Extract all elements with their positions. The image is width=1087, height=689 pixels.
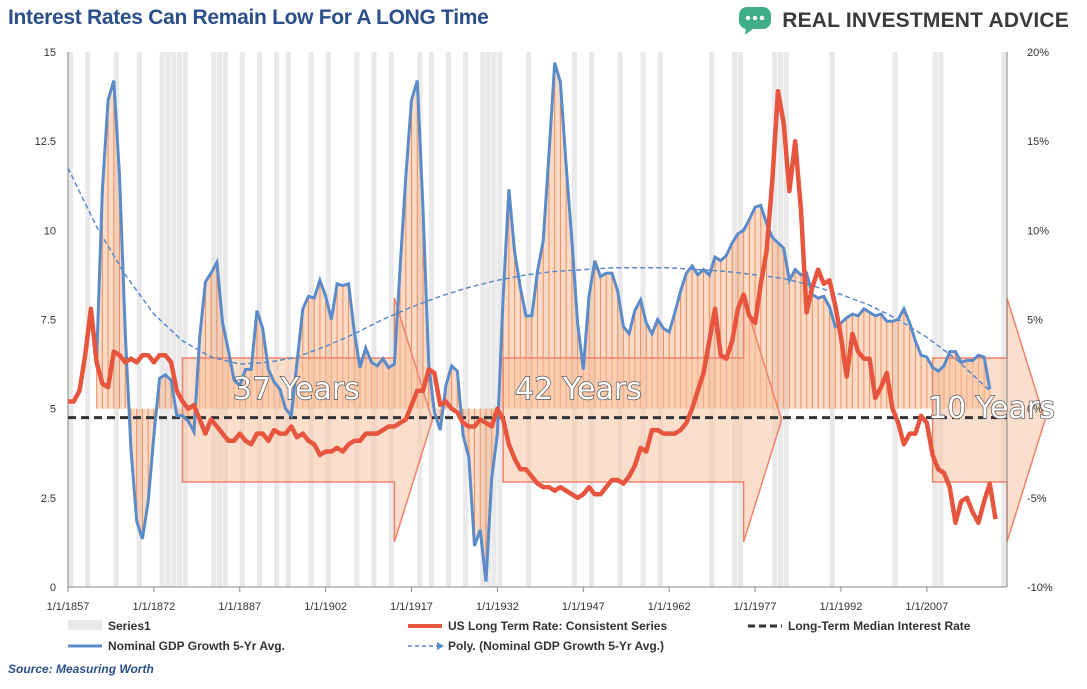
legend-item: Series1 — [68, 619, 151, 633]
x-tick-label: 1/1/1992 — [820, 601, 863, 613]
legend-item: US Long Term Rate: Consistent Series — [408, 619, 667, 633]
low-rate-period-arrow — [502, 297, 783, 543]
recession-bar — [463, 52, 469, 587]
recession-bars — [68, 52, 1007, 587]
legend-label: Poly. (Nominal GDP Growth 5-Yr Avg.) — [448, 639, 664, 653]
chart-title: Interest Rates Can Remain Low For A LONG… — [8, 6, 489, 29]
brand-name: REAL INVESTMENT ADVICE — [782, 9, 1069, 32]
period-label: 10 Years — [928, 391, 1055, 426]
recession-bar — [308, 52, 314, 587]
legend-item: Poly. (Nominal GDP Growth 5-Yr Avg.) — [408, 639, 664, 653]
recession-bar — [222, 52, 228, 587]
y-right-tick-label: 5% — [1027, 315, 1043, 327]
recession-bar — [417, 52, 423, 587]
x-tick-label: 1/1/1932 — [476, 601, 519, 613]
recession-bar — [497, 52, 503, 587]
recession-bar — [171, 52, 177, 587]
recession-bar — [165, 52, 171, 587]
series-lines — [67, 62, 1007, 582]
recession-bar — [617, 52, 623, 587]
recession-bar — [113, 52, 119, 587]
legend-label: US Long Term Rate: Consistent Series — [448, 619, 667, 633]
x-tick-label: 1/1/1857 — [47, 601, 90, 613]
gdp-fill-area — [96, 62, 991, 582]
chart-legend: Series1 US Long Term Rate: Consistent Ser… — [68, 619, 971, 653]
recession-bar — [783, 52, 789, 587]
recession-bar — [388, 52, 394, 587]
legend-label: Long-Term Median Interest Rate — [788, 619, 971, 633]
y-right-tick-label: 15% — [1027, 136, 1049, 148]
brand: REAL INVESTMENT ADVICE — [738, 6, 1069, 36]
recession-bar — [657, 52, 663, 587]
y-left-tick-label: 15 — [44, 47, 56, 59]
recession-bar — [589, 52, 595, 587]
recession-bar — [325, 52, 331, 587]
recession-bar — [445, 52, 452, 587]
recession-bar — [491, 52, 497, 587]
period-labels: 37 Years 42 Years 10 Years — [232, 371, 1055, 426]
recession-bar — [176, 52, 182, 587]
legend-label: Nominal GDP Growth 5-Yr Avg. — [108, 639, 285, 653]
y-right-tick-label: -10% — [1027, 582, 1053, 594]
legend-item: Nominal GDP Growth 5-Yr Avg. — [68, 639, 285, 653]
y-right-tick-label: 10% — [1027, 225, 1049, 237]
recession-bar — [938, 52, 944, 587]
recession-bar — [68, 52, 74, 587]
recession-bar — [428, 52, 434, 587]
x-tick-label: 1/1/1977 — [734, 601, 777, 613]
legend-item: Long-Term Median Interest Rate — [748, 619, 971, 633]
recession-bar — [932, 52, 938, 587]
legend-swatch — [68, 620, 102, 630]
recession-bar — [371, 52, 377, 587]
interest-rate-line — [68, 88, 998, 526]
recession-bar — [136, 52, 142, 587]
recession-bar — [772, 52, 778, 587]
recession-bar — [777, 52, 784, 587]
y-left-tick-label: 2.5 — [41, 493, 56, 505]
x-tick-label: 1/1/1917 — [390, 601, 433, 613]
y-right-tick-label: 20% — [1027, 47, 1049, 59]
recession-bar — [159, 52, 165, 587]
recession-bar — [571, 52, 578, 587]
recession-bar — [211, 52, 217, 587]
recession-bar — [274, 52, 280, 587]
recession-bar — [216, 52, 223, 587]
y-left-tick-label: 5 — [50, 404, 56, 416]
recession-bar — [1001, 52, 1007, 587]
period-label: 42 Years — [515, 372, 642, 407]
y-left-tick-label: 7.5 — [41, 315, 56, 327]
recession-bar — [485, 52, 492, 587]
source-note: Source: Measuring Worth — [8, 662, 154, 676]
period-label: 37 Years — [233, 372, 360, 407]
recession-bar — [526, 52, 532, 587]
y-left-tick-label: 12.5 — [35, 136, 56, 148]
x-tick-label: 1/1/1962 — [648, 601, 691, 613]
x-tick-label: 1/1/1887 — [218, 601, 261, 613]
recession-bar — [737, 52, 744, 587]
legend-label: Series1 — [108, 619, 151, 633]
recession-bar — [285, 52, 291, 587]
x-tick-label: 1/1/2007 — [905, 601, 948, 613]
gdp-growth-line — [95, 62, 992, 582]
recession-bar — [354, 52, 360, 587]
y-left-tick-label: 10 — [44, 225, 56, 237]
recession-bar — [239, 52, 245, 587]
recession-bar — [640, 52, 646, 587]
recession-bar — [182, 52, 188, 587]
x-tick-label: 1/1/1947 — [562, 601, 605, 613]
y-left-tick-label: 0 — [50, 582, 56, 594]
chart-axes: 0 2.5 5 7.5 10 12.5 15 -10% -5% 0% 5% 10% 15% 20% 1/1/… — [35, 47, 1053, 613]
y-right-tick-label: 0% — [1027, 404, 1043, 416]
x-tick-label: 1/1/1872 — [132, 601, 175, 613]
y-right-tick-label: -5% — [1027, 493, 1047, 505]
chat-bubble-icon — [739, 7, 772, 35]
recession-bar — [480, 52, 486, 587]
legend-arrow-icon — [437, 642, 444, 650]
x-tick-label: 1/1/1902 — [304, 601, 347, 613]
